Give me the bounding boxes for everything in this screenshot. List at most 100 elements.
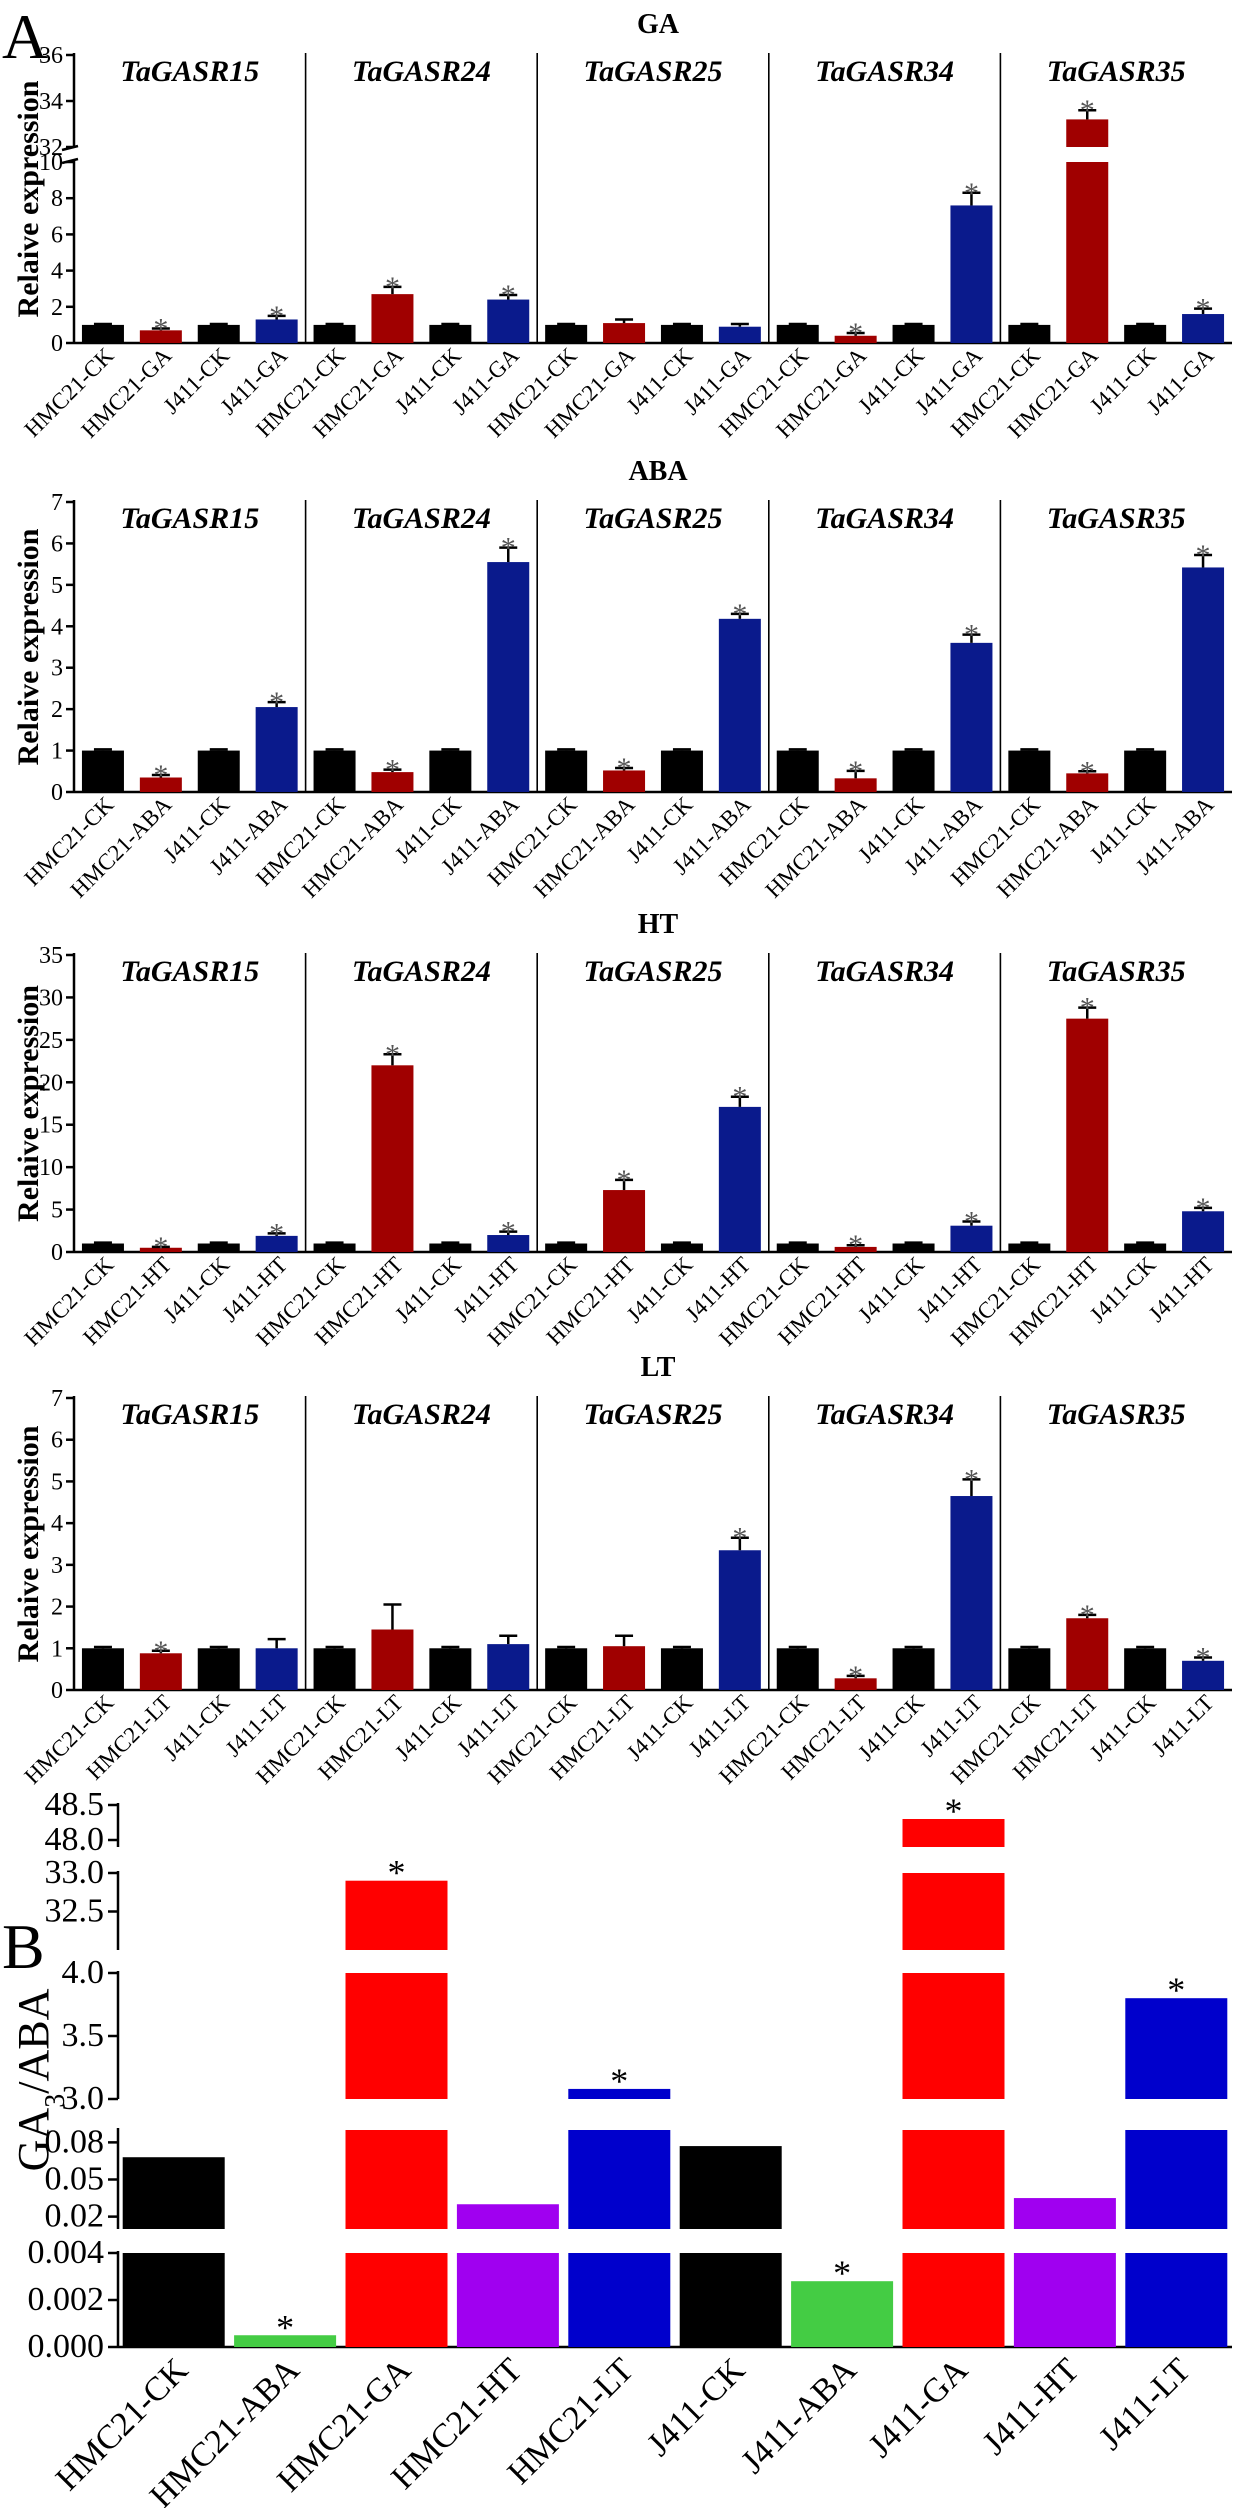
bar-tagasr24-hmc21-lt bbox=[371, 1629, 414, 1690]
chart-title-ht: HT bbox=[638, 909, 679, 940]
y-tick-label: 48.0 bbox=[45, 1821, 105, 1858]
significance-star: * bbox=[153, 1635, 168, 1668]
bar-j411-ht bbox=[1013, 2198, 1116, 2347]
bar-tagasr25-j411-ga bbox=[718, 326, 761, 343]
significance-star: * bbox=[964, 619, 979, 652]
significance-star: * bbox=[1080, 1599, 1095, 1632]
bar-tagasr34-hmc21-ht bbox=[834, 1246, 877, 1252]
gene-label-tagasr25: TaGASR25 bbox=[584, 502, 723, 535]
bar-tagasr35-hmc21-ck bbox=[1008, 1243, 1051, 1252]
significance-star: * bbox=[1080, 94, 1095, 127]
bar-tagasr34-j411-lt bbox=[950, 1496, 993, 1690]
y-tick-label: 1 bbox=[51, 739, 63, 765]
y-tick-label: 3 bbox=[51, 1553, 63, 1579]
y-tick-label: 3.0 bbox=[62, 2080, 105, 2117]
bar-tagasr24-j411-ck bbox=[429, 1243, 472, 1252]
gene-label-tagasr35: TaGASR35 bbox=[1047, 55, 1186, 88]
bar-break-gap bbox=[1124, 2229, 1229, 2253]
y-tick-label: 5 bbox=[51, 573, 63, 599]
bar-break-gap bbox=[901, 1950, 1006, 1973]
bar-tagasr35-hmc21-aba bbox=[1066, 773, 1109, 792]
category-label: J411-CK bbox=[640, 2351, 752, 2463]
gene-label-tagasr25: TaGASR25 bbox=[584, 1398, 723, 1431]
bar-tagasr35-j411-ck bbox=[1124, 750, 1167, 792]
bar-tagasr35-j411-ck bbox=[1124, 1243, 1167, 1252]
bar-tagasr24-hmc21-ck bbox=[313, 1243, 356, 1252]
bar-tagasr24-hmc21-aba bbox=[371, 772, 414, 792]
bar-break-gap bbox=[344, 2229, 449, 2253]
y-tick-label: 5 bbox=[51, 1469, 63, 1495]
significance-star: * bbox=[1167, 1970, 1185, 2010]
gene-label-tagasr15: TaGASR15 bbox=[120, 55, 259, 88]
significance-star: * bbox=[385, 754, 400, 787]
bar-tagasr35-hmc21-ck bbox=[1008, 1648, 1051, 1690]
gene-label-tagasr25: TaGASR25 bbox=[584, 955, 723, 988]
significance-star: * bbox=[1196, 1192, 1211, 1225]
bar-tagasr24-j411-ht bbox=[487, 1235, 530, 1252]
bar-tagasr24-hmc21-ck bbox=[313, 324, 356, 343]
bar-tagasr25-hmc21-lt bbox=[603, 1646, 646, 1690]
y-tick-label: 0 bbox=[51, 1678, 63, 1704]
bar-tagasr15-hmc21-ck bbox=[81, 1648, 124, 1690]
y-tick-label: 4 bbox=[51, 259, 63, 285]
bar-tagasr15-hmc21-lt bbox=[139, 1653, 182, 1690]
gene-label-tagasr24: TaGASR24 bbox=[352, 1398, 491, 1431]
category-label: J411-HT bbox=[1144, 1252, 1219, 1327]
bar-tagasr15-j411-ck bbox=[197, 1648, 240, 1690]
y-tick-label: 20 bbox=[39, 1070, 63, 1096]
category-label: J411-HT bbox=[976, 2351, 1087, 2462]
bar-tagasr35-j411-aba bbox=[1182, 567, 1225, 792]
significance-star: * bbox=[153, 759, 168, 792]
bar-tagasr25-hmc21-ck bbox=[545, 1243, 588, 1252]
category-label: J411-CK bbox=[1085, 1690, 1161, 1766]
bar-tagasr34-hmc21-lt bbox=[834, 1678, 877, 1690]
significance-star: * bbox=[964, 1205, 979, 1238]
significance-star: * bbox=[848, 1660, 863, 1693]
bar-tagasr34-j411-aba bbox=[950, 642, 993, 792]
y-tick-label: 0.08 bbox=[45, 2123, 105, 2160]
bar-tagasr25-j411-aba bbox=[718, 618, 761, 792]
significance-star: * bbox=[848, 755, 863, 788]
y-tick-label: 10 bbox=[39, 1155, 63, 1181]
significance-star: * bbox=[276, 2307, 294, 2347]
gene-label-tagasr34: TaGASR34 bbox=[815, 502, 954, 535]
y-tick-label: 2 bbox=[51, 1595, 63, 1621]
bar-tagasr25-j411-ck bbox=[660, 324, 703, 343]
category-label: J411-GA bbox=[862, 2351, 976, 2465]
y-tick-label: 2 bbox=[51, 295, 63, 321]
panel-letter-b: B bbox=[2, 1911, 45, 1982]
chart-title-ga: GA bbox=[637, 9, 680, 40]
bar-tagasr35-j411-ck bbox=[1124, 324, 1167, 343]
bar-break-gap bbox=[567, 2099, 672, 2130]
gene-label-tagasr35: TaGASR35 bbox=[1047, 955, 1186, 988]
bar-tagasr25-j411-ck bbox=[660, 1648, 703, 1690]
gene-label-tagasr15: TaGASR15 bbox=[120, 955, 259, 988]
gene-label-tagasr15: TaGASR15 bbox=[120, 502, 259, 535]
significance-star: * bbox=[153, 313, 168, 346]
y-tick-label: 48.5 bbox=[45, 1786, 105, 1823]
y-tick-label: 0.05 bbox=[45, 2161, 105, 2198]
bar-tagasr15-j411-ga bbox=[255, 319, 298, 343]
category-label: J411-CK bbox=[853, 1690, 929, 1766]
y-axis-label: Relaive expression bbox=[12, 528, 45, 765]
y-tick-label: 0 bbox=[51, 331, 63, 357]
bar-tagasr34-j411-ck bbox=[892, 750, 935, 792]
significance-star: * bbox=[153, 1231, 168, 1264]
significance-star: * bbox=[1196, 293, 1211, 326]
bar-tagasr24-hmc21-ck bbox=[313, 750, 356, 792]
y-tick-label: 0.004 bbox=[28, 2234, 105, 2271]
y-tick-label: 36 bbox=[39, 43, 63, 69]
bar-tagasr34-hmc21-ga bbox=[834, 335, 877, 343]
y-tick-label: 33.0 bbox=[45, 1854, 105, 1891]
y-tick-label: 32.5 bbox=[45, 1893, 105, 1930]
bar-tagasr15-j411-aba bbox=[255, 707, 298, 792]
significance-star: * bbox=[385, 271, 400, 304]
significance-star: * bbox=[501, 279, 516, 312]
bar-tagasr34-hmc21-aba bbox=[834, 778, 877, 792]
category-label: J411-LT bbox=[1092, 2351, 1198, 2457]
bar-break-gap bbox=[1012, 2229, 1117, 2253]
significance-star: * bbox=[269, 300, 284, 333]
bar-tagasr35-j411-lt bbox=[1182, 1660, 1225, 1690]
significance-star: * bbox=[501, 1216, 516, 1249]
bar-tagasr25-hmc21-ht bbox=[603, 1190, 646, 1252]
